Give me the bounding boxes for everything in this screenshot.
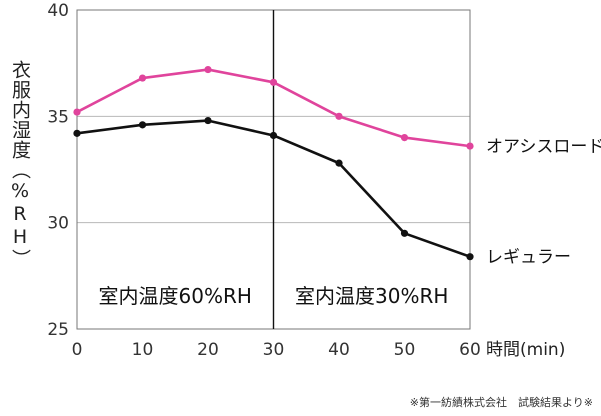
data-point <box>204 116 212 125</box>
data-point <box>138 74 147 82</box>
data-point <box>269 78 278 86</box>
data-point <box>335 159 343 167</box>
x-tick-label: 40 <box>328 340 350 360</box>
data-point <box>138 121 147 129</box>
y-axis-label: 衣服内湿度（%RH） <box>9 60 31 269</box>
data-point <box>400 134 409 142</box>
x-axis-label: 時間(min) <box>486 340 565 360</box>
data-point <box>335 112 343 120</box>
data-point <box>466 142 474 150</box>
x-tick-label: 10 <box>132 340 154 360</box>
x-tick-label: 30 <box>263 340 285 360</box>
data-point <box>269 131 278 140</box>
x-tick-label: 0 <box>72 340 83 360</box>
data-point <box>73 108 81 116</box>
data-point <box>204 65 212 74</box>
y-tick-label: 35 <box>47 107 69 127</box>
y-tick-label: 40 <box>47 1 69 21</box>
y-tick-label: 25 <box>47 320 69 340</box>
data-point <box>466 253 474 261</box>
x-tick-label: 50 <box>394 340 416 360</box>
series-label: オアシスロード <box>486 137 601 157</box>
data-point <box>73 129 81 137</box>
y-tick-label: 30 <box>47 214 69 234</box>
region-label: 室内温度60%RH <box>99 284 252 308</box>
source-note: ※第一紡績株式会社 試験結果より※ <box>409 396 593 409</box>
series-label: レギュラー <box>486 248 571 268</box>
x-tick-label: 60 <box>459 340 481 360</box>
region-label: 室内温度30%RH <box>295 284 448 308</box>
data-point <box>400 229 409 237</box>
x-tick-label: 20 <box>197 340 219 360</box>
